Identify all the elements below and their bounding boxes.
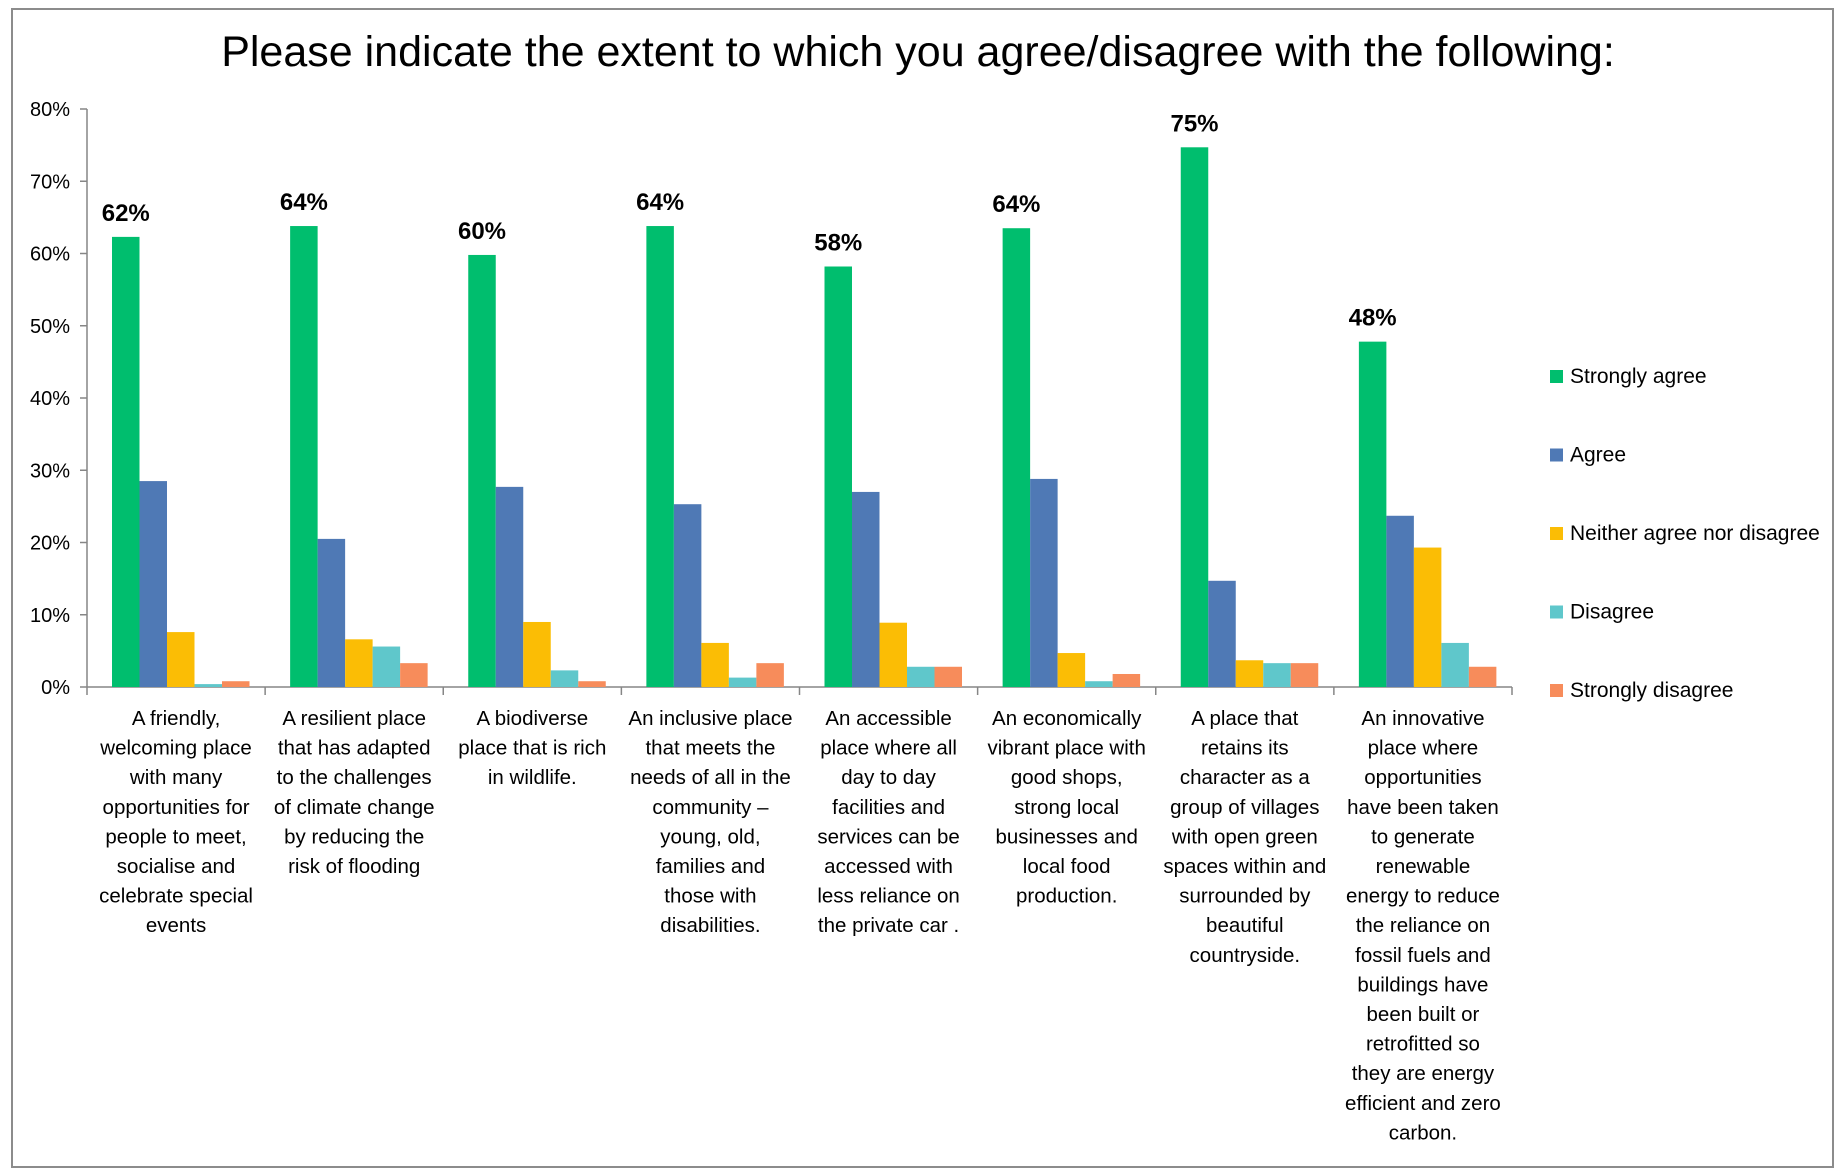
bar-agree [852,491,880,687]
bar-agree [1386,515,1414,687]
x-category-label: An inclusive place that meets the needs of… [628,707,792,937]
legend-label: Agree [1570,444,1626,467]
x-category-label: An economically vibrant place with good sh… [987,707,1145,908]
y-tick-label: 60% [30,244,70,266]
data-label: 60% [458,218,506,245]
x-category-label: An innovative place where opportunities hav… [1345,707,1501,1144]
bar-disagree [1263,663,1291,687]
data-label: 75% [1170,110,1218,137]
bar-agree [495,486,524,687]
bar-agree [673,504,702,687]
legend-swatch [1550,370,1563,383]
x-category-label: A resilient place that has adapted to the … [274,707,435,878]
y-tick-label: 30% [30,460,70,482]
x-category-label: An accessible place where all day to day fa… [817,707,959,937]
bar-disagree [550,670,579,687]
data-label: 62% [102,200,150,227]
bar-strongly-agree [646,226,674,688]
bar-agree [1208,580,1236,687]
bar-strongly-disagree [578,681,606,687]
legend-swatch [1550,448,1563,462]
data-label: 58% [814,230,862,257]
data-label: 64% [280,189,328,216]
bar-strongly-agree [1180,147,1209,688]
bar-strongly-disagree [1112,673,1141,687]
bar-strongly-disagree [756,663,784,687]
bar-neither-agree-nor-disagree [523,621,551,687]
bar-disagree [728,677,757,687]
bar-strongly-disagree [222,681,250,687]
legend-label: Strongly agree [1570,365,1707,388]
bar-agree [139,481,167,687]
data-label: 64% [992,191,1040,218]
y-tick-label: 70% [30,171,70,193]
y-tick-label: 40% [30,388,70,410]
bar-neither-agree-nor-disagree [1057,653,1086,687]
bar-disagree [1441,642,1469,687]
bar-neither-agree-nor-disagree [345,639,373,687]
bar-strongly-agree [1002,228,1031,687]
legend-swatch [1550,684,1563,697]
y-tick-label: 50% [30,316,70,338]
bar-strongly-disagree [1290,663,1319,687]
bar-disagree [372,646,401,687]
bar-neither-agree-nor-disagree [701,642,729,687]
y-tick-label: 10% [30,605,70,627]
bar-strongly-disagree [400,663,428,687]
bar-strongly-agree [290,226,318,688]
x-category-label: A friendly, welcoming place with many oppor… [99,707,253,937]
legend-label: Strongly disagree [1570,679,1733,702]
legend-swatch [1550,527,1563,540]
bar-neither-agree-nor-disagree [1235,660,1264,687]
bar-disagree [1085,681,1113,687]
legend-label: Neither agree nor disagree [1570,522,1820,545]
x-category-label: A biodiverse place that is rich in wildlif… [458,707,606,789]
legend-label: Disagree [1570,601,1654,624]
bar-strongly-agree [468,254,496,687]
y-tick-label: 20% [30,533,70,555]
bar-strongly-agree [824,266,852,687]
bar-agree [317,538,346,687]
bar-strongly-agree [112,236,140,687]
bar-disagree [907,666,935,687]
chart-title: Please indicate the extent to which you … [221,28,1615,76]
data-label: 64% [636,189,684,216]
bar-neither-agree-nor-disagree [879,622,907,687]
bar-agree [1030,478,1058,687]
bar-neither-agree-nor-disagree [167,632,195,687]
bar-disagree [194,684,222,687]
bar-strongly-agree [1358,341,1387,687]
legend-swatch [1550,605,1563,619]
y-tick-label: 80% [30,99,70,121]
bar-neither-agree-nor-disagree [1413,547,1442,687]
x-category-label: A place that retains its character as a gro… [1163,707,1326,967]
y-tick-label: 0% [41,677,70,699]
data-label: 48% [1349,305,1397,332]
bar-strongly-disagree [934,666,962,687]
bar-strongly-disagree [1468,666,1497,687]
